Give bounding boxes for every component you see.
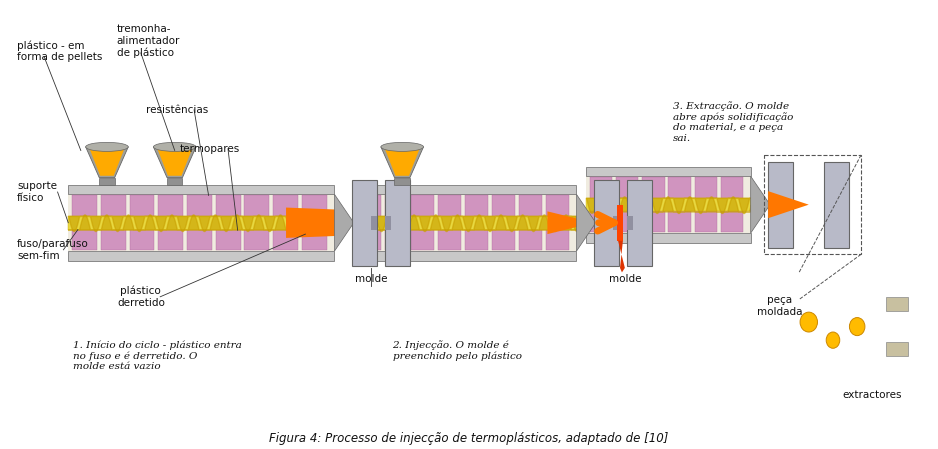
Bar: [594, 180, 619, 266]
Bar: [586, 167, 750, 176]
Text: termopares: termopares: [179, 144, 240, 154]
Bar: [465, 195, 488, 250]
Text: 3. Extracção. O molde
abre após solidificação
do material, e a peça
sai.: 3. Extracção. O molde abre após solidifi…: [673, 101, 794, 143]
Text: molde: molde: [609, 274, 641, 284]
Ellipse shape: [826, 332, 840, 348]
Polygon shape: [548, 211, 594, 234]
Text: molde: molde: [355, 274, 387, 284]
Bar: [519, 195, 542, 250]
Bar: [669, 177, 690, 232]
Bar: [216, 195, 240, 250]
Ellipse shape: [154, 142, 196, 151]
Bar: [159, 195, 183, 250]
Bar: [352, 180, 377, 266]
Polygon shape: [618, 241, 625, 273]
Bar: [627, 180, 652, 266]
Bar: [385, 216, 390, 230]
Bar: [385, 180, 410, 266]
Polygon shape: [577, 194, 596, 251]
Bar: [354, 185, 577, 194]
Bar: [720, 177, 743, 232]
Ellipse shape: [381, 142, 423, 151]
Bar: [643, 177, 664, 232]
Bar: [886, 342, 907, 357]
Bar: [586, 198, 750, 211]
Polygon shape: [154, 147, 196, 177]
Bar: [187, 195, 212, 250]
Text: plástico - em
forma de pellets: plástico - em forma de pellets: [17, 40, 102, 62]
Bar: [586, 176, 750, 233]
Bar: [617, 205, 623, 241]
Text: 1. Início do ciclo - plástico entra
no fuso e é derretido. O
molde está vazio: 1. Início do ciclo - plástico entra no f…: [73, 340, 242, 371]
Polygon shape: [768, 191, 809, 218]
Bar: [68, 185, 335, 194]
Text: suporte
físico: suporte físico: [17, 181, 57, 203]
Bar: [825, 162, 850, 247]
Bar: [616, 177, 639, 232]
Bar: [245, 195, 269, 250]
Bar: [385, 195, 407, 250]
Polygon shape: [158, 149, 192, 176]
Bar: [546, 195, 568, 250]
Ellipse shape: [800, 312, 818, 332]
Bar: [167, 177, 183, 185]
Text: resistências: resistências: [145, 105, 208, 115]
Bar: [302, 195, 326, 250]
Text: tremonha-
alimentador
de plástico: tremonha- alimentador de plástico: [116, 24, 180, 58]
Bar: [412, 195, 434, 250]
Bar: [273, 195, 298, 250]
Bar: [886, 297, 907, 311]
Ellipse shape: [85, 142, 129, 151]
Bar: [768, 162, 794, 247]
Bar: [438, 195, 461, 250]
Polygon shape: [85, 147, 129, 177]
Bar: [100, 195, 126, 250]
Text: Figura 4: Processo de injecção de termoplásticos, adaptado de [10]: Figura 4: Processo de injecção de termop…: [269, 431, 669, 445]
Polygon shape: [750, 176, 770, 233]
Bar: [354, 216, 577, 229]
Text: fuso/parafuso
sem-fim: fuso/parafuso sem-fim: [17, 239, 89, 260]
Polygon shape: [335, 194, 354, 251]
Bar: [354, 194, 577, 251]
Text: plástico
derretido: plástico derretido: [117, 286, 165, 308]
Bar: [68, 251, 335, 261]
Polygon shape: [385, 149, 419, 176]
Bar: [99, 177, 114, 185]
Text: peça
moldada: peça moldada: [757, 295, 803, 317]
Bar: [371, 216, 377, 230]
Bar: [68, 216, 335, 229]
Text: extractores: extractores: [842, 390, 901, 400]
Bar: [72, 195, 97, 250]
Bar: [764, 155, 861, 254]
Polygon shape: [89, 149, 125, 176]
Bar: [354, 251, 577, 261]
Bar: [492, 195, 515, 250]
Bar: [586, 233, 750, 242]
Bar: [627, 216, 632, 230]
Bar: [129, 195, 155, 250]
Text: 2. Injecção. O molde é
preenchido pelo plástico: 2. Injecção. O molde é preenchido pelo p…: [392, 340, 522, 361]
Polygon shape: [286, 207, 349, 238]
Bar: [613, 216, 619, 230]
Polygon shape: [381, 147, 423, 177]
Bar: [357, 195, 381, 250]
Ellipse shape: [850, 317, 865, 336]
Bar: [68, 194, 335, 251]
Bar: [590, 177, 613, 232]
Bar: [395, 177, 410, 185]
Bar: [694, 177, 717, 232]
